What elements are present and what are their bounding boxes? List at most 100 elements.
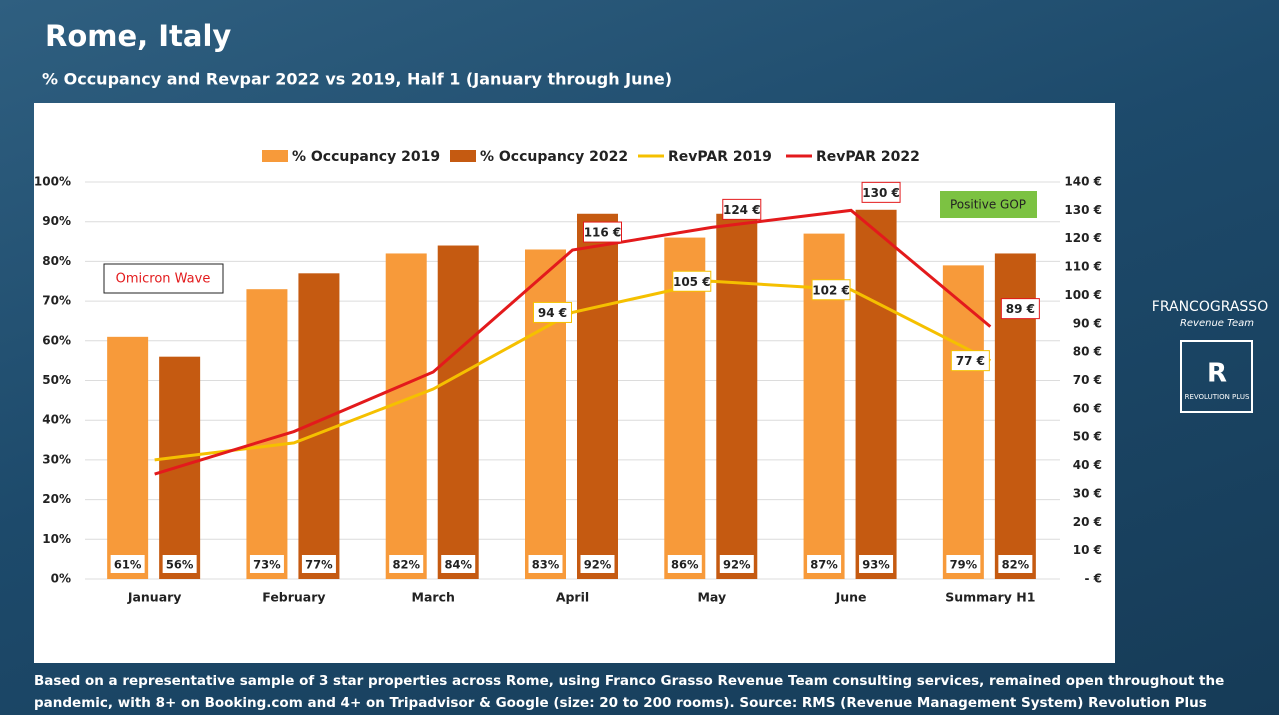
logo-text: R [1207,359,1227,389]
y-tick-label: 70% [42,294,71,308]
value-label: 77 € [956,354,985,368]
value-label: 82% [392,558,420,572]
value-label: 105 € [673,275,711,289]
value-label: 61% [114,558,142,572]
value-label-box [533,301,572,323]
x-tick-label: April [556,590,589,605]
value-label-box [998,555,1033,573]
value-label: 56% [166,558,194,572]
value-label: 79% [950,558,978,572]
value-label-box [301,555,336,573]
y-tick-label: 50% [42,373,71,387]
legend-swatch [262,150,288,162]
value-label: 89 € [1006,302,1035,316]
y2-tick-label: 50 € [1073,430,1102,444]
value-label-box [946,555,981,573]
bar [855,209,897,580]
x-tick-label: May [697,590,726,605]
y2-tick-label: 10 € [1073,543,1102,557]
bar [716,213,758,579]
annotation-box [103,263,224,294]
value-label: 73% [253,558,281,572]
line [154,208,992,476]
value-label-box [389,555,424,573]
logo-text: Revenue Team [1180,318,1254,329]
value-label: 86% [671,558,699,572]
y2-tick-label: 130 € [1064,203,1102,217]
annotation: Omicron Wave [116,272,211,287]
y2-tick-label: 70 € [1073,373,1102,387]
legend-label: RevPAR 2022 [816,149,920,165]
footnote: Based on a representative sample of 3 st… [34,673,1225,711]
x-tick-label: Summary H1 [945,590,1035,605]
value-label: 87% [810,558,838,572]
y2-tick-label: 30 € [1073,486,1102,500]
value-label-box [667,555,702,573]
value-label-box [1000,298,1040,320]
value-label-box [807,555,842,573]
value-label-box [811,279,851,301]
value-label-box [110,555,145,573]
line [154,279,992,462]
x-tick-label: June [835,590,867,605]
chart-panel [34,103,1115,663]
bar [942,265,984,579]
x-tick-label: February [262,590,325,605]
x-tick-label: March [412,590,455,605]
value-label-box [672,270,712,292]
value-label-box [580,555,615,573]
bar [577,213,618,579]
logo-text: REVOLUTION PLUS [1185,393,1250,401]
legend-label: RevPAR 2019 [668,149,772,165]
value-label: 93% [862,558,890,572]
y-tick-label: 60% [42,333,71,347]
value-label: 116 € [584,226,622,240]
y2-tick-label: - € [1084,572,1102,586]
value-label-box [859,555,894,573]
y2-tick-label: 90 € [1073,316,1102,330]
value-label-box [441,555,476,573]
logo-box [1180,340,1253,413]
subtitle: % Occupancy and Revpar 2022 vs 2019, Hal… [42,70,672,89]
value-label-box [528,555,563,573]
legend-label: % Occupancy 2019 [292,149,440,165]
y2-tick-label: 40 € [1073,458,1102,472]
y-tick-label: 10% [42,532,71,546]
value-label-box [722,198,762,220]
bar [107,336,149,579]
y-tick-label: 90% [42,214,71,228]
value-label: 84% [444,558,472,572]
bar [437,245,479,579]
value-label: 124 € [723,203,761,217]
annotation: Positive GOP [950,198,1026,212]
y-tick-label: 80% [42,254,71,268]
x-tick-label: January [127,590,182,605]
y2-tick-label: 110 € [1064,260,1102,274]
y2-tick-label: 20 € [1073,515,1102,529]
value-label: 77% [305,558,333,572]
legend-swatch [450,150,476,162]
legend-label: % Occupancy 2022 [480,149,628,165]
page-title: Rome, Italy [45,19,231,53]
value-label: 82% [1002,558,1030,572]
annotation-box [940,191,1037,218]
value-label-box [950,350,990,372]
value-label: 92% [584,558,612,572]
bar [525,249,566,580]
bar [385,253,427,579]
value-label: 94 € [538,306,567,320]
value-label: 130 € [862,186,900,200]
value-label-box [249,555,284,573]
y-tick-label: 20% [42,492,71,506]
y2-tick-label: 80 € [1073,345,1102,359]
y2-tick-label: 140 € [1064,175,1102,189]
value-label: 92% [723,558,751,572]
bar [664,237,706,579]
y2-tick-label: 60 € [1073,401,1102,415]
value-label-box [861,181,901,203]
value-label-box [719,555,754,573]
y2-tick-label: 100 € [1064,288,1102,302]
value-label: 83% [532,558,560,572]
y-tick-label: 30% [42,452,71,466]
